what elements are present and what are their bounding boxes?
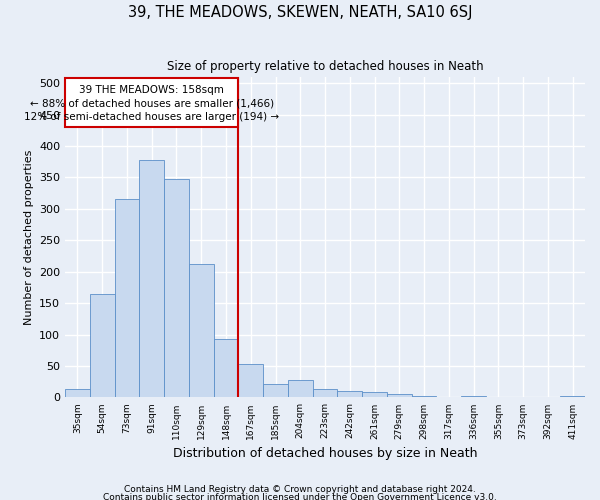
Bar (65, 390, 90, 398)
Text: 39, THE MEADOWS, SKEWEN, NEATH, SA10 6SJ: 39, THE MEADOWS, SKEWEN, NEATH, SA10 6SJ (128, 5, 472, 20)
Text: 12% of semi-detached houses are larger (194) →: 12% of semi-detached houses are larger (… (24, 112, 279, 122)
Bar (139, 160, 164, 398)
Bar (263, 384, 288, 398)
Bar (387, 394, 412, 398)
Text: Contains public sector information licensed under the Open Government Licence v3: Contains public sector information licen… (103, 492, 497, 500)
Bar (337, 391, 362, 398)
Bar (115, 200, 139, 398)
X-axis label: Distribution of detached houses by size in Neath: Distribution of detached houses by size … (173, 447, 477, 460)
Bar (90, 294, 115, 398)
Title: Size of property relative to detached houses in Neath: Size of property relative to detached ho… (167, 60, 484, 73)
Bar (288, 380, 313, 398)
Bar (461, 396, 486, 398)
FancyBboxPatch shape (65, 78, 238, 127)
Bar (214, 339, 238, 398)
Y-axis label: Number of detached properties: Number of detached properties (23, 150, 34, 325)
Bar (560, 396, 585, 398)
Text: 39 THE MEADOWS: 158sqm: 39 THE MEADOWS: 158sqm (79, 86, 224, 96)
Bar (412, 396, 436, 398)
Bar (238, 364, 263, 398)
Text: Contains HM Land Registry data © Crown copyright and database right 2024.: Contains HM Land Registry data © Crown c… (124, 486, 476, 494)
Bar (362, 392, 387, 398)
Bar (164, 178, 189, 398)
Bar (189, 264, 214, 398)
Text: ← 88% of detached houses are smaller (1,466): ← 88% of detached houses are smaller (1,… (29, 98, 274, 108)
Bar (313, 390, 337, 398)
